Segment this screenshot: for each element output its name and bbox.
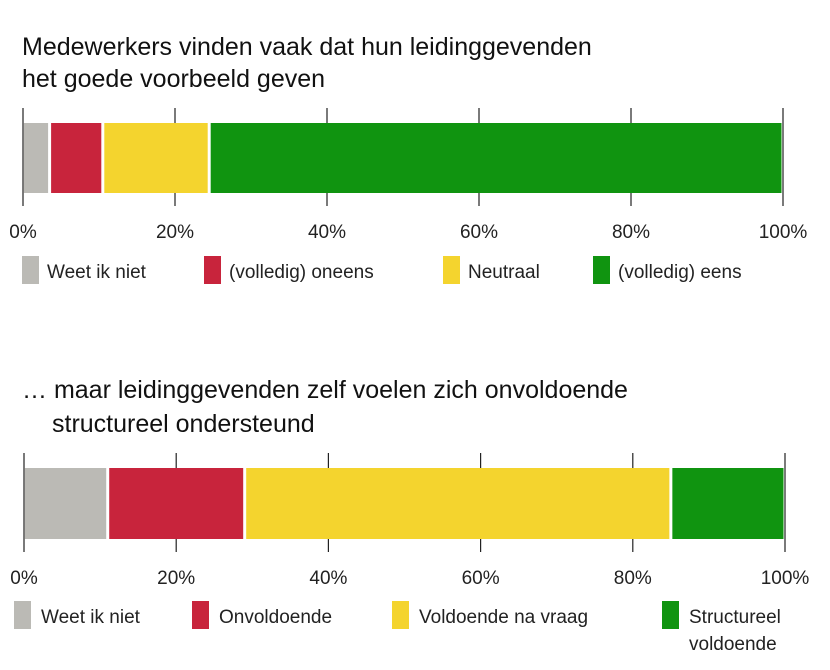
legend-label: Voldoende na vraag [419, 607, 588, 628]
legend-swatch [662, 601, 679, 629]
legend-swatch [22, 256, 39, 284]
legend-label: Neutraal [468, 262, 540, 283]
bar-segment [210, 123, 782, 193]
bar-segment [246, 468, 670, 539]
legend-label: (volledig) oneens [229, 262, 374, 283]
tick-label: 100% [759, 222, 808, 243]
legend-label: (volledig) eens [618, 262, 742, 283]
chart-title-line: structureel ondersteund [52, 410, 315, 438]
legend-label: Onvoldoende [219, 607, 332, 628]
tick-label: 80% [612, 222, 650, 243]
tick-label: 60% [462, 568, 500, 589]
chart-1: Medewerkers vinden vaak dat hun leidingg… [9, 33, 807, 284]
legend-swatch [14, 601, 31, 629]
bar-segment [23, 123, 49, 193]
tick-label: 60% [460, 222, 498, 243]
legend-label: Structureel [689, 607, 781, 628]
tick-label: 20% [156, 222, 194, 243]
bar-segment [104, 123, 208, 193]
legend-swatch [204, 256, 221, 284]
bar-segment [672, 468, 784, 539]
tick-label: 0% [10, 568, 38, 589]
tick-label: 0% [9, 222, 37, 243]
bar-segment [51, 123, 102, 193]
legend-swatch [392, 601, 409, 629]
tick-label: 80% [614, 568, 652, 589]
tick-label: 100% [761, 568, 810, 589]
chart-title-line: het goede voorbeeld geven [22, 65, 325, 93]
tick-label: 20% [157, 568, 195, 589]
tick-label: 40% [309, 568, 347, 589]
chart-2: … maar leidinggevenden zelf voelen zich … [10, 376, 809, 655]
legend-label: Weet ik niet [41, 607, 141, 628]
chart-title-line: … maar leidinggevenden zelf voelen zich … [22, 376, 628, 404]
chart-title-line: Medewerkers vinden vaak dat hun leidingg… [22, 33, 592, 61]
tick-label: 40% [308, 222, 346, 243]
bar-segment [24, 468, 107, 539]
legend-swatch [192, 601, 209, 629]
legend-swatch [443, 256, 460, 284]
legend-label: voldoende [689, 634, 777, 655]
legend-swatch [593, 256, 610, 284]
legend-label: Weet ik niet [47, 262, 147, 283]
bar-segment [109, 468, 244, 539]
